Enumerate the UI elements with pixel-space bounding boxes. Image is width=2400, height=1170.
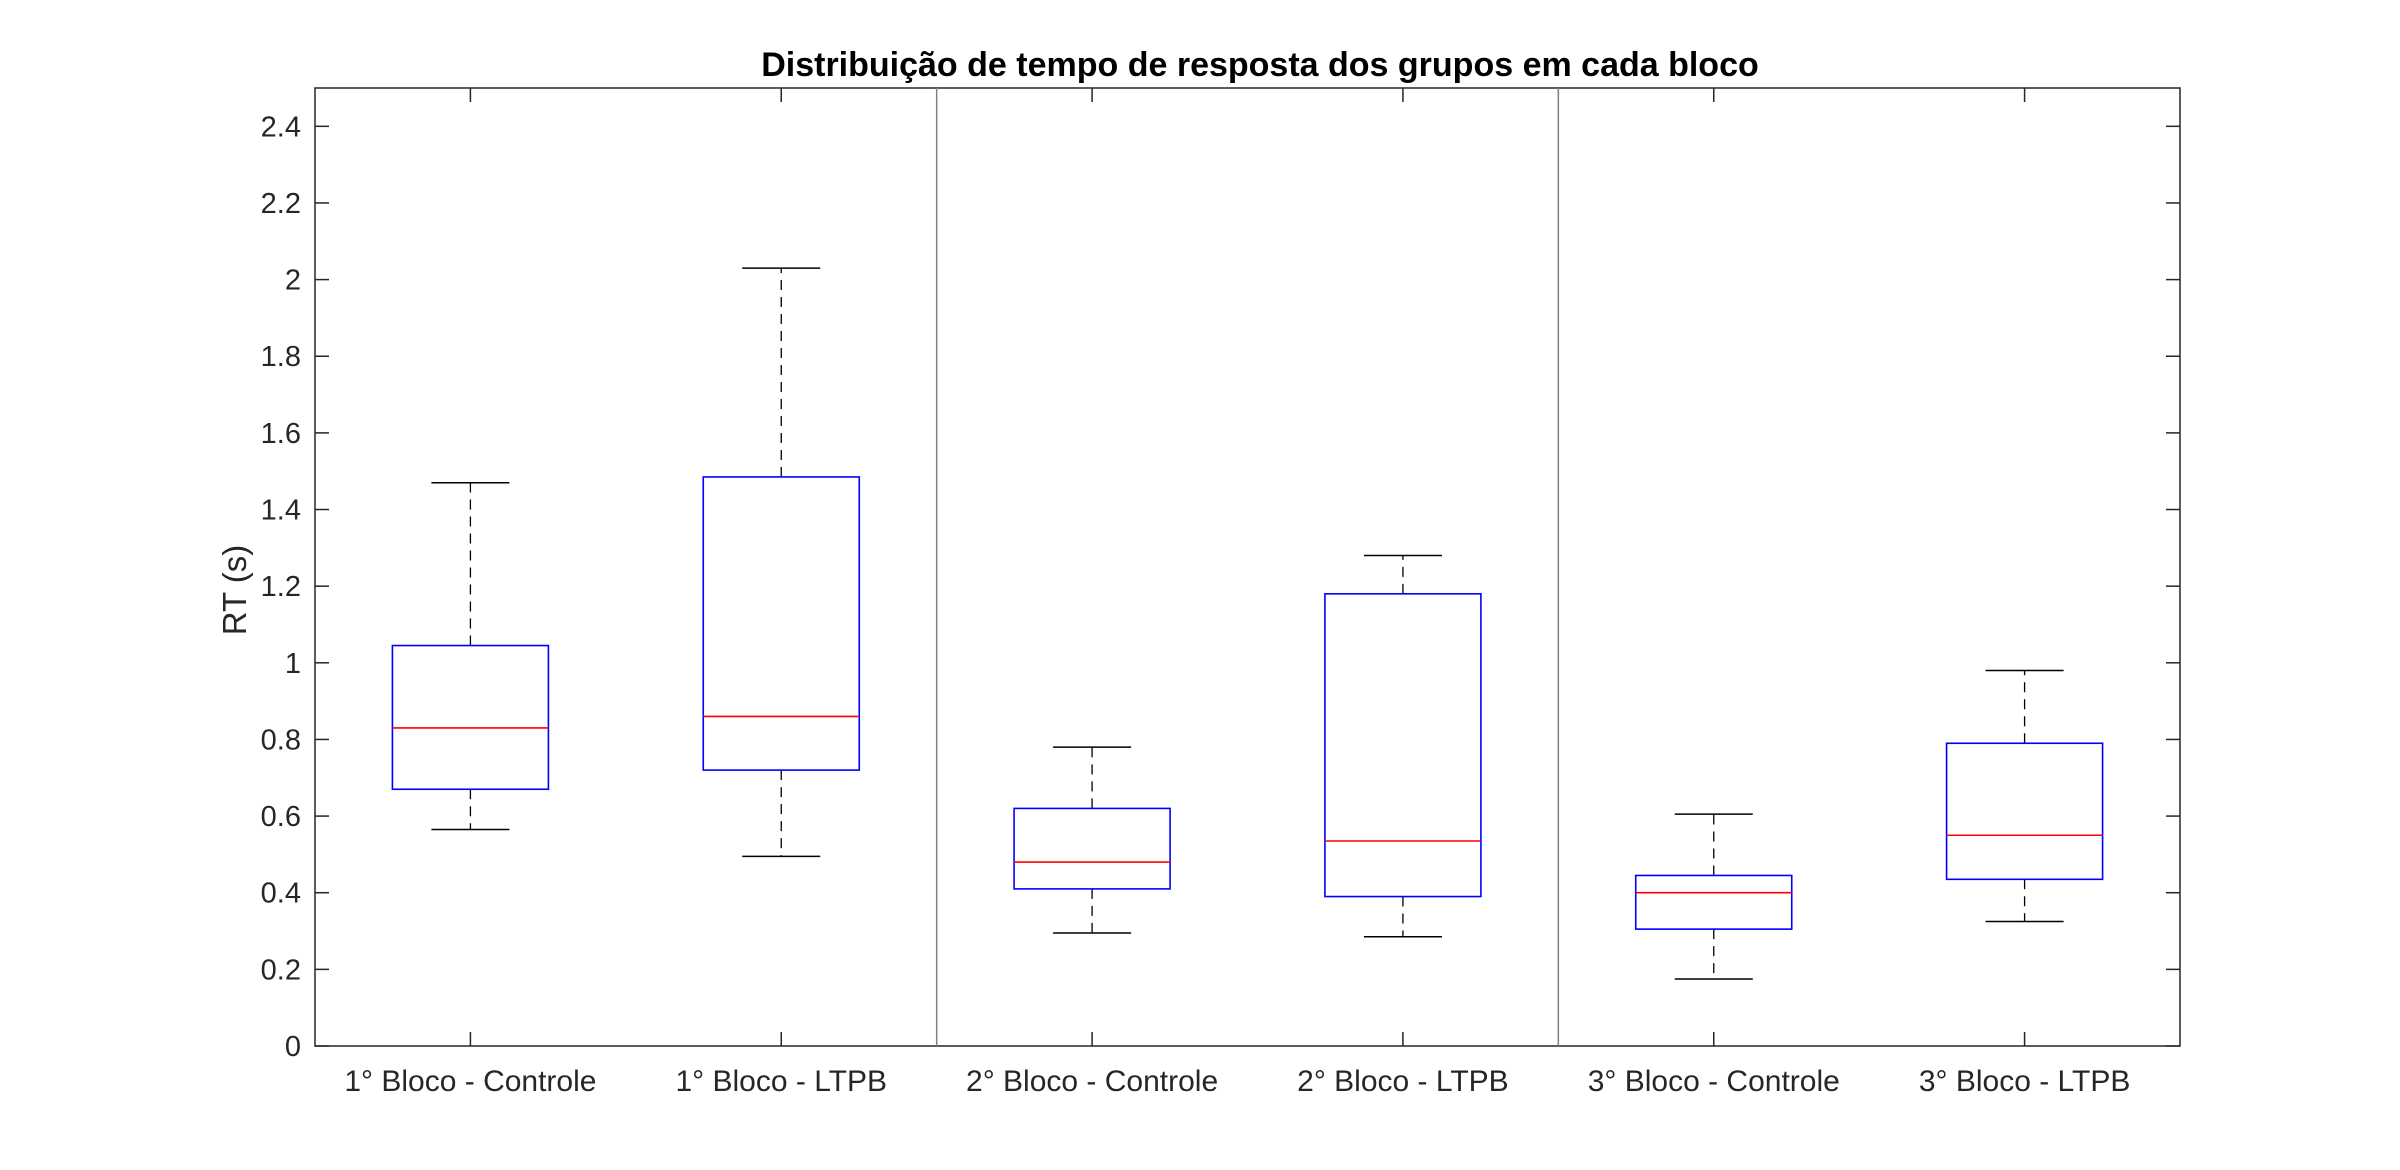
axes-frame: [314, 87, 2181, 1047]
y-tick-label: 0.8: [261, 724, 301, 756]
x-category-label: 1° Bloco - Controle: [344, 1065, 596, 1098]
y-tick-label: 1.2: [261, 571, 301, 603]
x-category-label: 1° Bloco - LTPB: [675, 1065, 887, 1098]
iqr-box: [1324, 593, 1482, 898]
y-axis-label: RT (s): [216, 545, 253, 635]
y-tick-label: 1.8: [261, 341, 301, 373]
iqr-box: [391, 644, 550, 791]
y-tick-label: 0.4: [261, 878, 301, 910]
x-category-label: 2° Bloco - Controle: [966, 1065, 1218, 1098]
x-category-label: 3° Bloco - Controle: [1588, 1065, 1840, 1098]
iqr-box: [1634, 874, 1793, 930]
x-category-label: 2° Bloco - LTPB: [1297, 1065, 1509, 1098]
y-tick-label: 1.4: [261, 495, 301, 527]
chart-title: Distribuição de tempo de resposta dos gr…: [761, 46, 1759, 84]
iqr-box: [1013, 807, 1171, 890]
y-tick-label: 1: [285, 648, 301, 680]
y-tick-label: 2.2: [261, 188, 301, 220]
y-tick-label: 1.6: [261, 418, 301, 450]
y-tick-label: 2: [285, 265, 301, 297]
y-tick-label: 2.4: [261, 111, 301, 143]
y-tick-label: 0.6: [261, 801, 301, 833]
iqr-box: [1945, 742, 2104, 881]
plot-area: 0 0.2 0.4 0.6 0.8 1 1.2 1.4 1.6 1.8 2 2.2 2.4 1° Bloc…: [261, 87, 2181, 1098]
y-tick-label: 0.2: [261, 954, 301, 986]
y-tick-label: 0: [285, 1031, 301, 1063]
x-category-label: 3° Bloco - LTPB: [1919, 1065, 2131, 1098]
iqr-box: [702, 476, 861, 771]
